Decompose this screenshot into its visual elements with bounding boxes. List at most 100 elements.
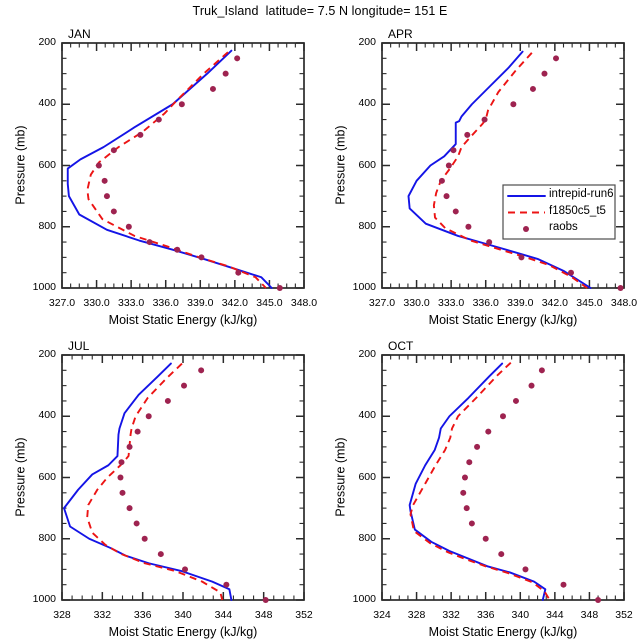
legend-label-intrepid-run6: intrepid-run6	[549, 188, 614, 200]
panel-title-oct: OCT	[388, 339, 414, 353]
x-axis-label: Moist Static Energy (kJ/kg)	[428, 313, 578, 327]
data-point-raobs	[103, 193, 110, 200]
x-axis-label: Moist Static Energy (kJ/kg)	[108, 313, 258, 327]
x-tick-label: 348.0	[610, 297, 638, 309]
data-point-raobs	[117, 474, 124, 481]
y-tick-label: 800	[358, 219, 376, 232]
data-point-raobs	[481, 116, 488, 123]
x-tick-label: 333.0	[118, 297, 145, 309]
y-axis-label: Pressure (mb)	[13, 124, 27, 205]
panel-title-apr: APR	[388, 27, 413, 41]
data-point-raobs	[95, 162, 102, 169]
y-tick-label: 200	[358, 36, 376, 48]
series-line-f1850c5_t5	[86, 51, 267, 289]
data-point-raobs	[145, 413, 152, 420]
data-point-raobs	[460, 489, 467, 496]
data-point-raobs	[498, 551, 505, 558]
data-point-raobs	[474, 443, 481, 450]
y-tick-label: 200	[358, 348, 376, 360]
y-axis-label: Pressure (mb)	[333, 436, 347, 517]
x-tick-label: 327.0	[368, 297, 396, 309]
x-tick-label: 324	[373, 609, 391, 621]
y-tick-label: 400	[38, 97, 56, 110]
y-tick-label: 800	[358, 531, 376, 544]
x-tick-label: 339.0	[507, 297, 534, 309]
data-point-raobs	[463, 505, 470, 512]
x-tick-label: 348.0	[290, 297, 318, 309]
data-point-raobs	[262, 597, 269, 603]
data-point-raobs	[198, 254, 205, 261]
legend-label-f1850c5_t5: f1850c5_t5	[549, 204, 606, 217]
data-point-raobs	[235, 269, 242, 276]
y-tick-label: 800	[38, 219, 56, 232]
y-tick-label: 1000	[352, 593, 376, 605]
y-tick-label: 600	[358, 158, 376, 171]
data-point-raobs	[617, 285, 624, 291]
data-point-raobs	[485, 428, 492, 435]
y-tick-label: 1000	[32, 281, 56, 293]
x-tick-label: 348	[580, 609, 599, 621]
data-point-raobs	[134, 428, 141, 435]
series-line-f1850c5_t5	[409, 361, 551, 601]
data-point-raobs	[452, 208, 459, 215]
data-point-raobs	[465, 223, 472, 230]
data-point-raobs	[443, 193, 450, 200]
x-tick-label: 332	[93, 609, 112, 621]
x-tick-label: 336.0	[152, 297, 179, 309]
y-tick-label: 600	[38, 470, 56, 483]
x-tick-label: 352	[615, 609, 633, 621]
x-tick-label: 330.0	[83, 297, 110, 309]
data-point-raobs	[522, 566, 529, 573]
y-axis-label: Pressure (mb)	[333, 124, 347, 205]
data-point-raobs	[450, 147, 457, 154]
x-tick-label: 344	[214, 609, 233, 621]
data-point-raobs	[222, 70, 229, 77]
data-point-raobs	[595, 597, 602, 603]
data-point-raobs	[500, 413, 506, 420]
x-axis-label: Moist Static Energy (kJ/kg)	[428, 625, 578, 639]
y-tick-label: 200	[38, 36, 56, 48]
data-point-raobs	[110, 147, 117, 154]
data-point-raobs	[234, 55, 241, 62]
data-point-raobs	[529, 85, 536, 92]
data-point-raobs	[164, 397, 171, 404]
x-tick-label: 342.0	[221, 297, 248, 309]
data-point-raobs	[461, 474, 468, 481]
figure-title: Truk_Island latitude= 7.5 N longitude= 1…	[192, 4, 448, 18]
data-point-raobs	[466, 459, 473, 466]
data-point-raobs	[468, 520, 475, 527]
data-point-raobs	[510, 101, 517, 108]
y-tick-label: 1000	[32, 593, 56, 605]
data-point-raobs	[101, 177, 108, 184]
y-tick-label: 1000	[352, 281, 376, 293]
data-point-raobs	[126, 443, 133, 450]
x-tick-label: 327.0	[48, 297, 76, 309]
plot-frame	[61, 42, 305, 289]
data-point-raobs	[157, 551, 164, 558]
x-tick-label: 336	[133, 609, 152, 621]
data-point-raobs	[133, 520, 140, 527]
data-point-raobs	[438, 177, 445, 184]
data-point-raobs	[541, 70, 548, 77]
data-point-raobs	[198, 367, 205, 374]
x-tick-label: 336.0	[472, 297, 499, 309]
data-point-raobs	[118, 459, 125, 466]
data-point-raobs	[276, 285, 283, 291]
data-point-raobs	[146, 239, 153, 246]
series-line-intrepid-run6	[63, 362, 233, 601]
y-tick-label: 600	[38, 158, 56, 171]
panel-title-jan: JAN	[68, 27, 91, 41]
series-line-intrepid-run6	[408, 362, 547, 601]
data-point-raobs	[182, 566, 189, 573]
data-point-raobs	[119, 489, 126, 496]
series-line-intrepid-run6	[407, 50, 592, 289]
x-tick-label: 336	[476, 609, 495, 621]
data-point-raobs	[181, 382, 188, 389]
x-tick-label: 339.0	[187, 297, 214, 309]
x-tick-label: 348	[254, 609, 273, 621]
x-tick-label: 352	[295, 609, 313, 621]
x-tick-label: 345.0	[576, 297, 603, 309]
series-line-intrepid-run6	[66, 49, 273, 289]
legend-swatch-marker-dot	[523, 226, 529, 232]
data-point-raobs	[174, 246, 181, 253]
